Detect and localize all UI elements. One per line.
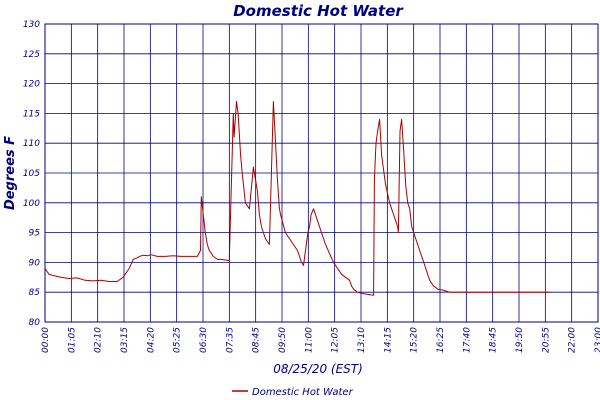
y-tick-label: 80 (29, 318, 41, 328)
x-tick-label: 19:50 (515, 327, 525, 353)
x-tick-label: 05:25 (173, 327, 183, 353)
x-tick-label: 14:15 (383, 327, 393, 353)
y-axis-label: Degrees F (3, 136, 18, 210)
y-tick-label: 90 (29, 258, 41, 268)
x-axis-ticks: 00:00 01:05 02:10 03:15 04:20 05:25 06:30 07:35… (41, 327, 600, 353)
y-tick-label: 115 (23, 109, 40, 119)
y-tick-label: 130 (23, 20, 40, 30)
y-tick-label: 125 (23, 50, 40, 60)
y-tick-label: 95 (29, 229, 41, 239)
chart-title: Domestic Hot Water (233, 2, 404, 20)
x-tick-label: 17:40 (462, 327, 472, 353)
x-axis-label: 08/25/20 (EST) (273, 362, 363, 376)
y-tick-label: 105 (23, 169, 40, 179)
y-tick-label: 85 (29, 288, 41, 298)
x-tick-label: 01:05 (67, 327, 77, 353)
x-tick-label: 07:35 (225, 327, 235, 353)
y-tick-label: 110 (23, 139, 40, 149)
series-group (44, 101, 550, 296)
series-line-domestic-hot-water (44, 101, 550, 296)
x-tick-label: 18:45 (489, 327, 499, 353)
legend: Domestic Hot Water (232, 387, 354, 398)
x-tick-label: 11:00 (304, 327, 314, 353)
x-tick-label: 15:20 (410, 327, 420, 353)
x-tick-label: 08:45 (252, 327, 262, 353)
plot-frame (44, 23, 599, 323)
x-tick-label: 13:10 (357, 327, 367, 353)
x-tick-label: 20:55 (541, 327, 551, 353)
x-tick-label: 00:00 (41, 327, 51, 353)
grid (44, 23, 599, 323)
x-tick-label: 09:50 (278, 327, 288, 353)
x-tick-label: 16:25 (436, 327, 446, 353)
x-tick-label: 22:00 (568, 327, 578, 353)
x-tick-label: 06:30 (199, 327, 209, 353)
y-axis-ticks: 80 85 90 95 100 105 110 115 120 125 130 (23, 20, 40, 328)
x-tick-label: 04:20 (146, 327, 156, 353)
x-tick-label: 12:05 (331, 327, 341, 353)
y-tick-label: 120 (23, 80, 40, 90)
y-tick-label: 100 (23, 199, 40, 209)
x-tick-label: 03:15 (120, 327, 130, 353)
legend-label: Domestic Hot Water (252, 387, 354, 398)
x-tick-label: 02:10 (94, 327, 104, 353)
x-tick-label: 23:00 (594, 327, 600, 353)
